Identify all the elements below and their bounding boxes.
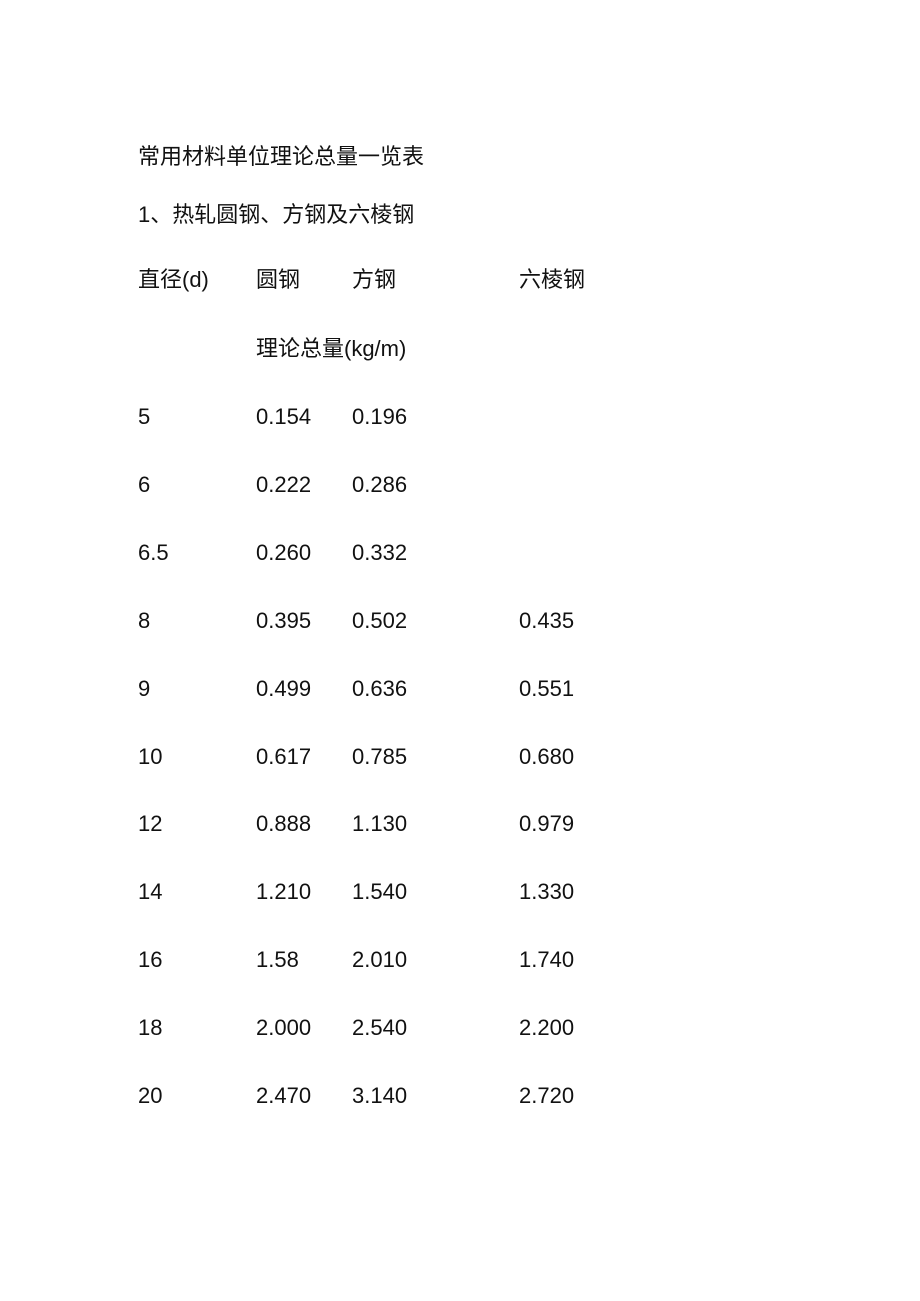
cell-square-steel: 0.502	[352, 607, 408, 633]
cell-diameter: 10	[138, 743, 163, 769]
cell-square-steel: 1.540	[352, 879, 408, 905]
cell-square-steel: 0.332	[352, 539, 408, 565]
cell-round-steel: 0.888	[256, 811, 312, 837]
cell-diameter: 6.5	[138, 539, 169, 565]
cell-diameter: 20	[138, 1083, 163, 1108]
header-round-steel: 圆钢	[256, 267, 301, 292]
cell-square-steel: 0.286	[352, 471, 408, 497]
cell-diameter: 8	[138, 607, 151, 633]
cell-round-steel: 1.210	[256, 879, 312, 905]
header-hexagon-steel: 六棱钢	[519, 267, 586, 292]
cell-diameter: 14	[138, 879, 163, 905]
document-title: 常用材料单位理论总量一览表	[138, 144, 425, 169]
cell-round-steel: 0.154	[256, 404, 312, 429]
cell-hexagon-steel: 0.979	[519, 811, 575, 837]
cell-round-steel: 0.260	[256, 539, 312, 565]
cell-round-steel: 0.222	[256, 471, 312, 497]
cell-hexagon-steel: 2.200	[519, 1015, 575, 1041]
cell-diameter: 18	[138, 1015, 163, 1041]
cell-diameter: 12	[138, 811, 163, 837]
cell-square-steel: 3.140	[352, 1083, 408, 1108]
cell-hexagon-steel: 0.680	[519, 743, 575, 769]
cell-hexagon-steel: 2.720	[519, 1083, 575, 1108]
cell-square-steel: 0.196	[352, 404, 408, 429]
cell-square-steel: 0.785	[352, 743, 408, 769]
header-diameter: 直径(d)	[138, 267, 209, 292]
cell-hexagon-steel: 0.435	[519, 607, 575, 633]
cell-square-steel: 2.010	[352, 947, 408, 973]
cell-diameter: 5	[138, 404, 151, 429]
cell-square-steel: 2.540	[352, 1015, 408, 1041]
cell-round-steel: 2.000	[256, 1015, 312, 1041]
cell-square-steel: 1.130	[352, 811, 408, 837]
cell-round-steel: 0.499	[256, 675, 312, 701]
section-heading: 1、热轧圆钢、方钢及六棱钢	[138, 202, 415, 227]
cell-round-steel: 2.470	[256, 1083, 312, 1108]
unit-label: 理论总量(kg/m)	[256, 336, 407, 361]
cell-diameter: 6	[138, 471, 151, 497]
cell-round-steel: 0.617	[256, 743, 312, 769]
cell-hexagon-steel: 1.740	[519, 947, 575, 973]
cell-round-steel: 0.395	[256, 607, 312, 633]
cell-square-steel: 0.636	[352, 675, 408, 701]
cell-hexagon-steel: 0.551	[519, 675, 575, 701]
cell-diameter: 9	[138, 675, 151, 701]
cell-hexagon-steel: 1.330	[519, 879, 575, 905]
cell-diameter: 16	[138, 947, 163, 973]
header-square-steel: 方钢	[352, 267, 397, 292]
cell-round-steel: 1.58	[256, 947, 299, 973]
